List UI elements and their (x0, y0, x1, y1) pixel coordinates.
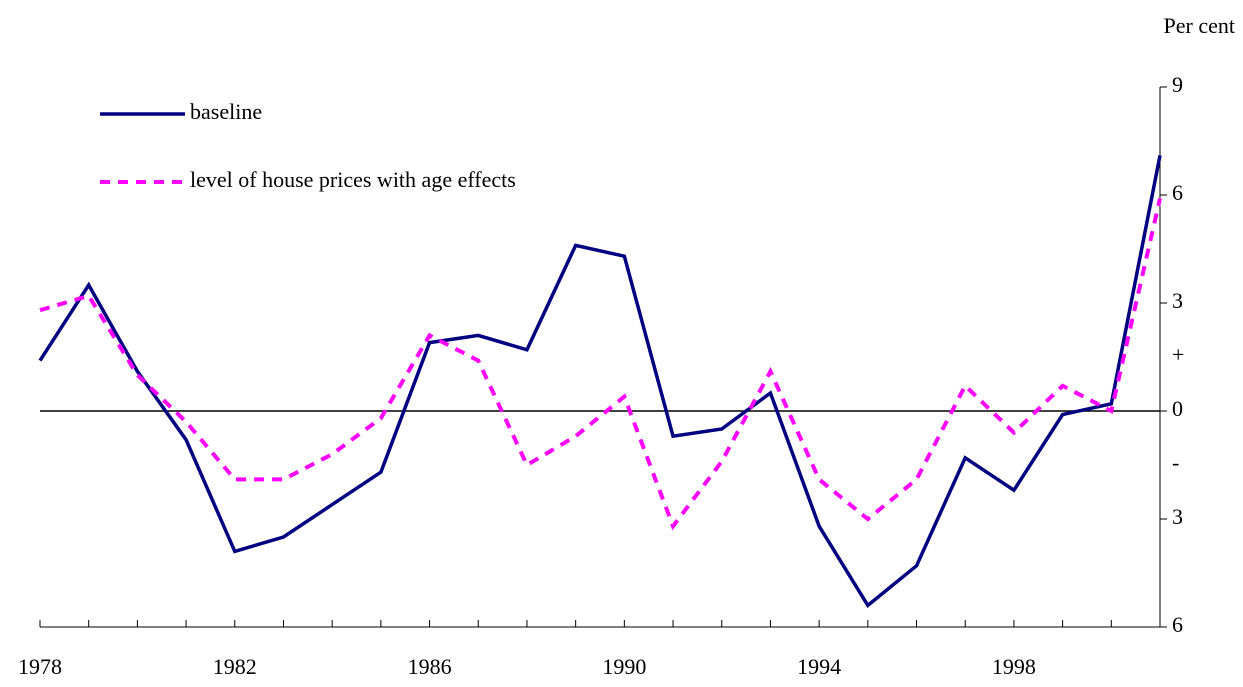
y-tick-label: 9 (1172, 72, 1183, 97)
y-tick-label: 0 (1172, 396, 1183, 421)
sign-annotation: - (1172, 450, 1179, 475)
x-tick-label: 1986 (408, 654, 452, 679)
series-line (38, 155, 1162, 609)
x-tick-label: 1990 (602, 654, 646, 679)
x-tick-label: 1978 (18, 654, 62, 679)
y-tick-label: 3 (1172, 288, 1183, 313)
series-line (39, 198, 1162, 531)
y-tick-label: 3 (1172, 504, 1183, 529)
y-tick-label: 6 (1172, 180, 1183, 205)
sign-annotation: + (1172, 342, 1184, 367)
x-tick-label: 1982 (213, 654, 257, 679)
x-tick-label: 1994 (797, 654, 841, 679)
axis-label: Per cent (1164, 13, 1235, 38)
x-tick-label: 1998 (992, 654, 1036, 679)
legend-label: level of house prices with age effects (190, 167, 516, 192)
legend-label: baseline (190, 99, 262, 124)
y-tick-label: 6 (1172, 612, 1183, 637)
